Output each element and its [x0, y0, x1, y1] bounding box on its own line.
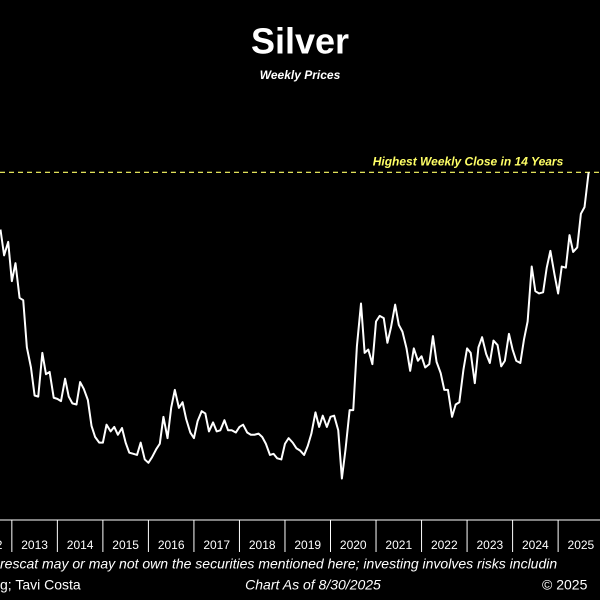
x-tick-label: 2022	[431, 538, 458, 552]
copyright: © 2025	[542, 577, 588, 593]
x-tick-label: 2023	[476, 538, 503, 552]
x-tick-label: 2014	[67, 538, 94, 552]
x-tick-label: 2016	[158, 538, 185, 552]
date-note: Chart As of 8/30/2025	[245, 577, 381, 593]
x-tick-label: 2013	[21, 538, 48, 552]
chart-title: Silver	[251, 21, 349, 62]
x-tick-label: 2018	[249, 538, 276, 552]
x-tick-label: 2017	[203, 538, 230, 552]
chart-subtitle: Weekly Prices	[260, 68, 341, 82]
reference-label: Highest Weekly Close in 14 Years	[373, 155, 564, 169]
x-tick-label: 2024	[522, 538, 549, 552]
x-tick-label: 2020	[340, 538, 367, 552]
x-tick-label: 2025	[568, 538, 595, 552]
price-line	[0, 172, 590, 480]
x-tick-label: 2019	[294, 538, 321, 552]
x-tick-label: 2015	[112, 538, 139, 552]
x-tick-label: 2021	[385, 538, 412, 552]
x-tick-label: 2012	[0, 538, 3, 552]
disclaimer: rescat may or may not own the securities…	[0, 556, 557, 572]
source: g; Tavi Costa	[0, 577, 81, 593]
